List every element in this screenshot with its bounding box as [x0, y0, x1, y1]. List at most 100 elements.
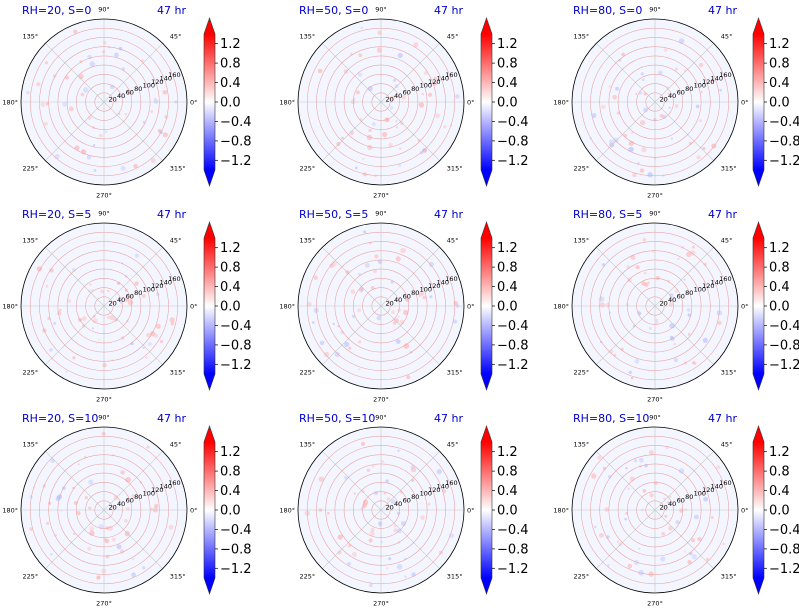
field-speckle — [131, 572, 136, 578]
radial-tick-label: 80 — [411, 493, 419, 501]
radial-gridline — [636, 83, 674, 121]
radial-tick-label: 40 — [668, 92, 676, 100]
field-speckle — [436, 469, 442, 475]
field-speckle — [351, 314, 356, 318]
field-speckle — [355, 90, 360, 95]
colorbar-tick-label: 1.2 — [769, 241, 790, 256]
angle-tick-label: 225° — [574, 164, 590, 172]
angular-gridline — [45, 451, 105, 511]
field-speckle — [40, 102, 46, 107]
field-speckle — [633, 559, 640, 566]
field-speckle — [337, 534, 343, 540]
field-speckle — [74, 145, 80, 151]
field-speckle — [634, 358, 640, 364]
radial-gridline — [325, 250, 437, 362]
radial-gridline — [334, 259, 428, 353]
angle-tick-label: 135° — [574, 441, 590, 449]
radial-gridline — [645, 500, 665, 520]
angular-gridline — [45, 43, 105, 103]
colorbar: 1.2 0.8 0.4 0.0 −0.4 −0.8 −1.2 — [203, 425, 252, 595]
field-speckle — [684, 508, 687, 511]
radial-gridline — [66, 472, 142, 548]
radial-gridline — [353, 482, 409, 538]
radial-tick-label: 80 — [411, 85, 419, 93]
colorbar-tick-label: −0.8 — [769, 542, 799, 557]
field-speckle — [313, 275, 319, 281]
angle-tick-label: 225° — [300, 368, 316, 376]
angle-tick-label: 0° — [741, 99, 748, 107]
radial-tick-label: 40 — [117, 500, 125, 508]
colorbar-outline — [480, 425, 493, 595]
field-speckle — [109, 315, 115, 321]
colorbar-tick-label: −0.8 — [769, 134, 799, 149]
radial-gridline — [371, 500, 391, 520]
field-speckle — [376, 315, 382, 321]
colorbar-tick-label: −0.8 — [769, 338, 799, 353]
angle-tick-label: 45° — [447, 33, 459, 41]
field-speckle — [624, 517, 627, 521]
angle-tick-label: 135° — [23, 441, 39, 449]
field-speckle — [324, 351, 330, 357]
field-speckle — [639, 168, 645, 173]
radial-tick-label: 120 — [702, 78, 714, 86]
field-speckle — [73, 29, 78, 34]
field-speckle — [162, 90, 168, 95]
angle-tick-label: 0° — [467, 99, 474, 107]
angle-tick-label: 180° — [553, 99, 569, 107]
radial-tick-label: 60 — [403, 496, 411, 504]
field-speckle — [71, 268, 76, 272]
colorbar-outline — [480, 221, 493, 391]
radial-tick-label: 160 — [445, 275, 457, 283]
radial-tick-label: 60 — [677, 496, 685, 504]
radial-tick-label: 100 — [420, 489, 432, 497]
angle-tick-label: 45° — [721, 441, 733, 449]
colorbar-tick-label: 1.2 — [220, 37, 241, 52]
field-speckle — [605, 302, 611, 308]
colorbar-tick-label: 0.0 — [220, 504, 241, 519]
field-speckle — [155, 323, 161, 329]
colorbar-extend-bottom — [753, 374, 764, 390]
radial-tick-label: 100 — [694, 81, 706, 89]
colorbar-tick-label: −0.4 — [497, 319, 529, 334]
colorbar-tick-label: 1.2 — [497, 241, 518, 256]
angle-tick-label: 180° — [2, 303, 18, 311]
field-speckle — [44, 61, 49, 65]
field-speckle — [396, 564, 403, 570]
field-speckle — [642, 78, 645, 81]
field-speckle — [628, 146, 634, 153]
colorbar: 1.2 0.8 0.4 0.0 −0.4 −0.8 −1.2 — [752, 221, 799, 391]
colorbar-tick-label: 0.0 — [769, 96, 790, 111]
colorbar-extend-bottom — [481, 374, 492, 390]
colorbar-tick-label: 0.8 — [220, 57, 241, 72]
field-speckle — [403, 343, 410, 349]
field-speckle — [358, 287, 364, 293]
field-speckle — [80, 92, 85, 97]
radial-gridline — [39, 37, 169, 167]
radial-tick-label: 40 — [394, 500, 402, 508]
field-speckle — [153, 333, 159, 339]
radial-tick-label: 60 — [126, 88, 134, 96]
field-speckle — [352, 551, 357, 557]
field-speckle — [369, 531, 375, 537]
field-speckle — [630, 254, 636, 260]
field-speckle — [696, 155, 701, 160]
field-speckle — [604, 507, 609, 512]
angle-tick-label: 135° — [574, 33, 590, 41]
radial-tick-label: 80 — [411, 289, 419, 297]
field-speckle — [124, 518, 128, 523]
angular-gridline — [45, 101, 105, 161]
colorbar-tick-label: −0.4 — [220, 115, 252, 130]
field-speckle — [413, 42, 419, 48]
angle-tick-label: 315° — [170, 572, 186, 580]
angle-tick-label: 270° — [373, 396, 389, 404]
colorbar-tick-label: 0.4 — [220, 76, 241, 91]
field-speckle — [357, 308, 362, 313]
radial-tick-label: 140 — [711, 482, 723, 490]
radial-tick-label: 160 — [445, 71, 457, 79]
field-speckle — [399, 490, 403, 494]
colorbar-tick-label: 0.0 — [220, 300, 241, 315]
field-speckle — [648, 450, 654, 456]
field-speckle — [141, 59, 144, 62]
radial-tick-label: 20 — [660, 300, 668, 308]
field-speckle — [643, 271, 647, 275]
